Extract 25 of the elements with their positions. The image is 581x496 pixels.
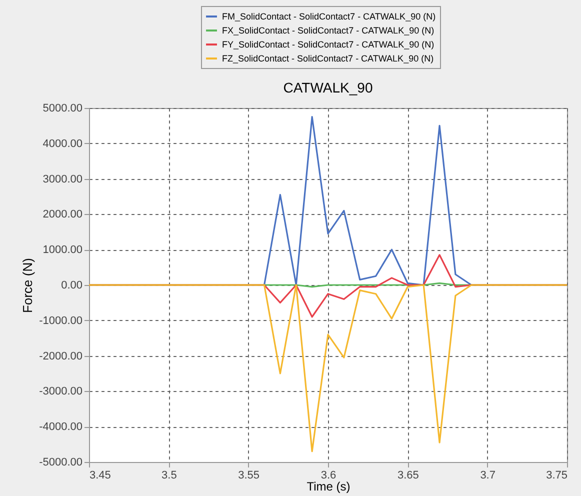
x-tick-label: 3.6: [320, 470, 336, 482]
legend-label: FX_SolidContact - SolidContact7 - CATWALK_90 (N): [222, 26, 434, 36]
y-tick-label: -5000.00: [39, 456, 82, 468]
y-tick-label: 4000.00: [42, 138, 82, 150]
y-tick-label: 0.00: [61, 280, 82, 292]
legend-label: FM_SolidContact - SolidContact7 - CATWALK_90 (N): [222, 12, 436, 22]
x-tick-label: 3.5: [162, 470, 177, 482]
y-tick-label: 2000.00: [42, 208, 82, 221]
y-tick-label: -2000.00: [39, 350, 82, 362]
y-tick-label: 3000.00: [42, 173, 82, 186]
x-tick-label: 3.65: [397, 470, 419, 482]
y-tick-label: -4000.00: [39, 421, 82, 434]
y-tick-label: 1000.00: [42, 244, 82, 256]
x-axis-title: Time (s): [306, 480, 350, 494]
y-tick-label: -3000.00: [39, 386, 82, 398]
y-tick-label: -1000.00: [39, 314, 82, 327]
legend-label: FY_SolidContact - SolidContact7 - CATWALK_90 (N): [222, 40, 434, 50]
y-axis-title: Force (N): [20, 258, 36, 313]
chart-title: CATWALK_90: [283, 80, 373, 96]
y-tick-label: 5000.00: [42, 102, 82, 114]
x-tick-label: 3.55: [238, 470, 260, 482]
x-tick-label: 3.45: [90, 470, 111, 482]
legend-label: FZ_SolidContact - SolidContact7 - CATWALK_90 (N): [222, 54, 434, 64]
x-tick-label: 3.75: [546, 470, 568, 482]
x-tick-label: 3.7: [480, 470, 496, 482]
